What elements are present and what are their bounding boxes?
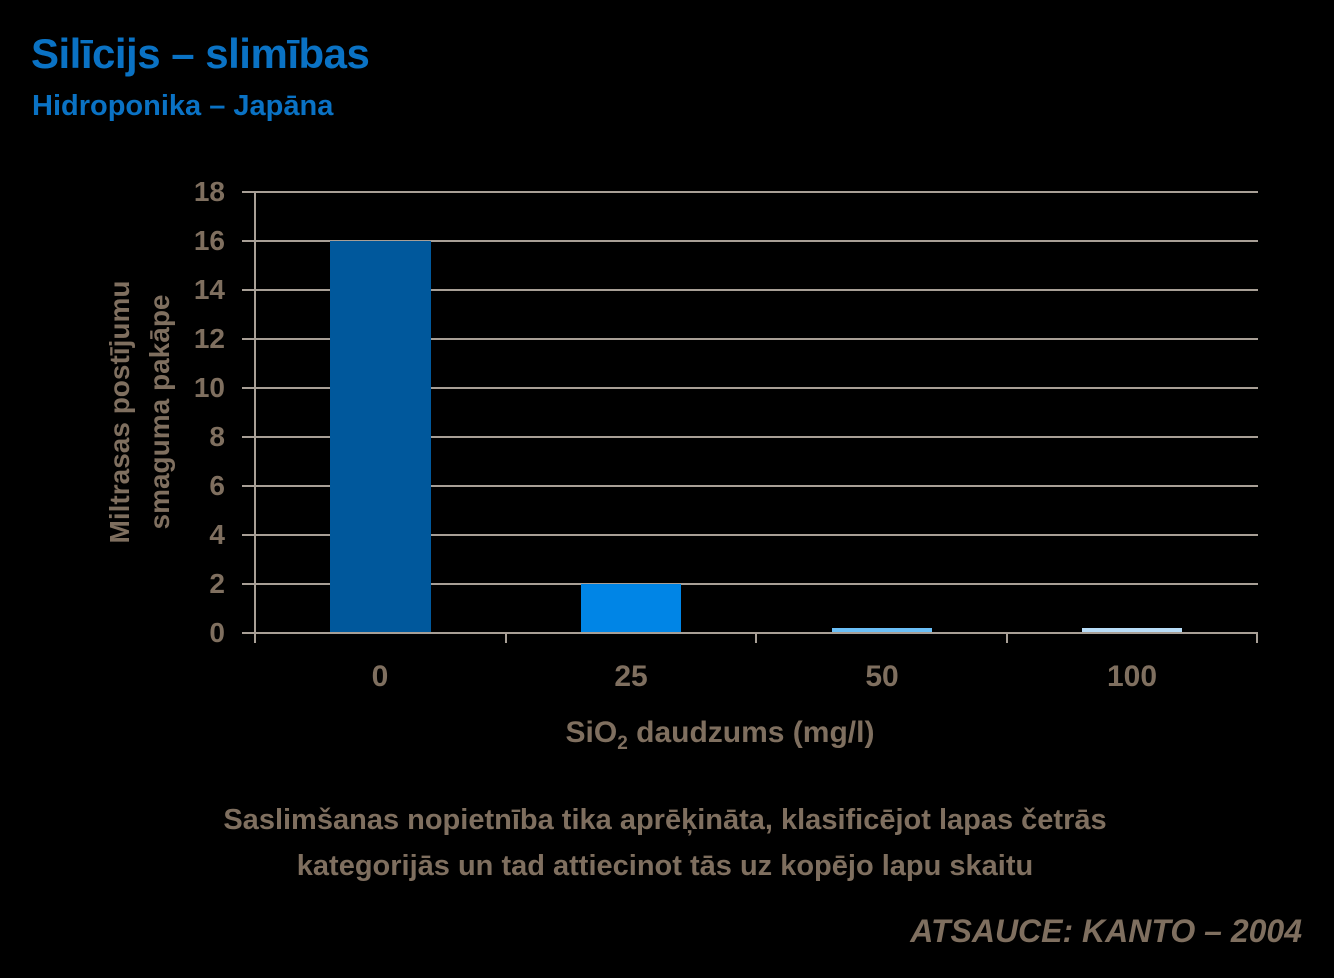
- y-tick: 16: [193, 225, 225, 256]
- y-axis-label: Miltrasas postījumu smaguma pakāpe: [100, 192, 180, 632]
- y-tick: 12: [193, 323, 225, 354]
- y-tick: 18: [193, 176, 225, 207]
- caption-line1: Saslimšanas nopietnība tika aprēķināta, …: [223, 804, 1107, 836]
- x-tick-mark: [505, 633, 507, 643]
- y-tick: 0: [209, 617, 225, 648]
- gridline: [242, 583, 1258, 585]
- gridline: [242, 534, 1258, 536]
- x-axis-label-subscript: 2: [617, 733, 628, 754]
- x-axis-label: SiO2 daudzums (mg/l): [0, 716, 1334, 755]
- y-tick: 2: [209, 568, 225, 599]
- x-axis-line: [242, 632, 1258, 634]
- x-category-label: 100: [1106, 660, 1158, 693]
- y-axis-label-line2: smaguma pakāpe: [144, 294, 175, 530]
- slide-subtitle: Hidroponika – Japāna: [32, 90, 334, 122]
- x-category-label: 50: [865, 660, 899, 693]
- slide-title: Silīcijs – slimības: [31, 30, 370, 77]
- chart-caption: Saslimšanas nopietnība tika aprēķināta, …: [60, 797, 1270, 889]
- gridline: [242, 289, 1258, 291]
- y-axis-label-line1: Miltrasas postījumu: [104, 280, 135, 544]
- y-tick: 4: [209, 519, 225, 550]
- gridline: [242, 240, 1258, 242]
- gridline: [242, 191, 1258, 193]
- y-axis-line: [254, 192, 256, 642]
- x-tick-mark: [1256, 633, 1258, 643]
- bar-100: [1082, 628, 1182, 633]
- x-axis-label-pre: SiO: [565, 716, 618, 749]
- x-axis-label-post: daudzums (mg/l): [627, 716, 875, 749]
- gridline: [242, 485, 1258, 487]
- x-tick-mark: [1006, 633, 1008, 643]
- gridline: [242, 436, 1258, 438]
- source-citation: ATSAUCE: KANTO – 2004: [910, 913, 1302, 949]
- gridline: [242, 387, 1258, 389]
- y-tick: 6: [209, 470, 225, 501]
- caption-line2: kategorijās un tad attiecinot tās uz kop…: [296, 850, 1034, 882]
- y-tick: 14: [193, 274, 225, 305]
- gridline: [242, 338, 1258, 340]
- x-tick-mark: [755, 633, 757, 643]
- x-category-label: 25: [614, 660, 648, 693]
- y-tick: 10: [193, 372, 225, 403]
- bar-25: [581, 584, 681, 633]
- x-category-label: 0: [371, 660, 389, 693]
- y-tick: 8: [209, 421, 225, 452]
- x-tick-mark: [254, 633, 256, 643]
- bar-0: [330, 241, 431, 633]
- bar-50: [832, 628, 932, 633]
